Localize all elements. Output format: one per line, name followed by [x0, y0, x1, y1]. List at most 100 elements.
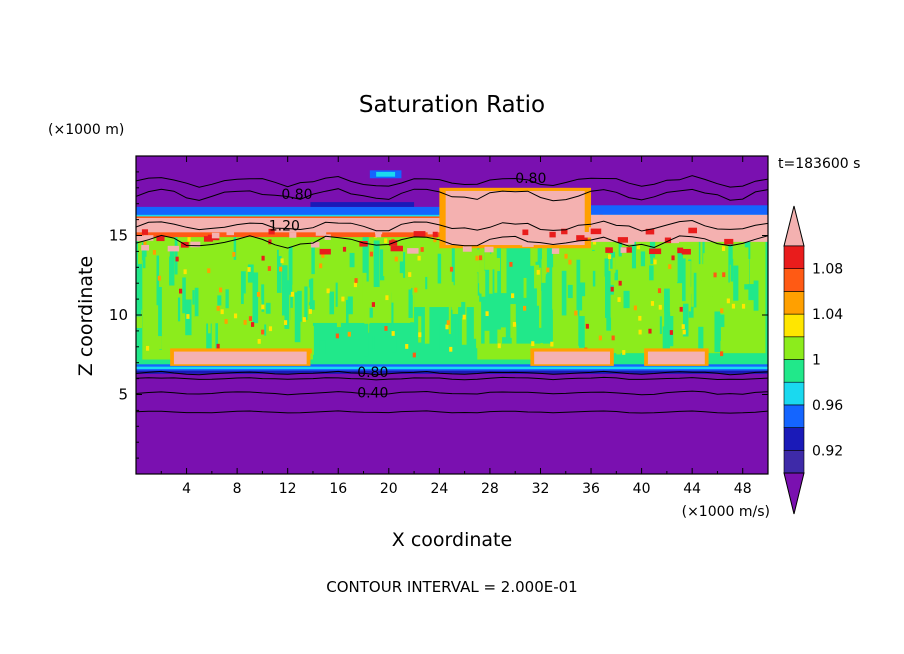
- speckle: [347, 331, 351, 337]
- speckle: [638, 329, 642, 335]
- speckle: [390, 245, 403, 252]
- streak: [138, 235, 142, 264]
- streak: [410, 322, 414, 337]
- y-axis-ticks: 5 10 15: [109, 171, 768, 459]
- speckle: [681, 248, 691, 255]
- speckle: [509, 261, 513, 267]
- streak: [136, 309, 143, 329]
- streak: [649, 265, 654, 281]
- streak: [614, 312, 620, 351]
- speckle: [341, 296, 345, 302]
- streak: [674, 251, 678, 282]
- streak: [288, 250, 293, 295]
- streak: [142, 340, 146, 351]
- streak: [497, 329, 503, 344]
- speckle: [391, 331, 395, 336]
- streak: [557, 312, 560, 345]
- streak: [408, 287, 413, 318]
- speckle: [405, 344, 409, 349]
- y-tick-label: 10: [109, 306, 128, 324]
- streak: [451, 243, 455, 286]
- streak: [143, 256, 150, 289]
- speckle: [375, 228, 383, 235]
- upper-blue-band: [591, 205, 768, 211]
- streak: [243, 293, 247, 330]
- colorbar-extend-top: [783, 205, 805, 247]
- speckle: [216, 343, 220, 349]
- streak: [484, 243, 490, 270]
- streak: [730, 258, 734, 282]
- speckle: [308, 309, 312, 314]
- streak: [265, 302, 271, 314]
- x-tick-label: 4: [182, 481, 191, 497]
- speckle: [657, 288, 662, 294]
- colorbar-label: 0.96: [812, 398, 843, 414]
- streak: [662, 326, 666, 353]
- speckle: [546, 267, 550, 273]
- streak: [253, 337, 258, 348]
- speckle: [156, 235, 165, 242]
- streak: [579, 282, 586, 297]
- streak: [294, 292, 301, 343]
- speckle: [141, 229, 149, 235]
- streak: [640, 251, 646, 267]
- streak: [610, 251, 616, 269]
- streak: [162, 222, 168, 258]
- contour-label: 0.40: [357, 386, 388, 402]
- streak: [308, 257, 311, 280]
- x-tick-label: 32: [532, 481, 550, 497]
- streak: [693, 272, 697, 320]
- speckle: [141, 244, 150, 251]
- x-tick-label: 24: [430, 481, 448, 497]
- streak: [455, 318, 459, 346]
- speckle: [220, 309, 224, 315]
- streak: [362, 272, 367, 304]
- speckle: [617, 297, 621, 302]
- colorbar-extend-bottom: [783, 472, 805, 515]
- streak: [720, 327, 726, 346]
- speckle: [592, 239, 597, 245]
- streak: [319, 340, 326, 355]
- streak: [682, 258, 686, 302]
- streak: [305, 287, 310, 303]
- streak: [461, 297, 467, 345]
- chart-title: Saturation Ratio: [359, 92, 545, 118]
- streak: [199, 300, 206, 319]
- streak: [623, 290, 630, 309]
- speckle: [412, 352, 416, 358]
- streak: [347, 296, 353, 315]
- speckle: [681, 324, 685, 329]
- streak: [501, 248, 507, 294]
- speckle: [243, 320, 247, 325]
- speckle: [650, 301, 655, 306]
- streak: [448, 303, 451, 335]
- time-label: t=183600 s: [778, 156, 860, 172]
- speckle: [617, 237, 628, 243]
- streak: [224, 310, 231, 336]
- streak: [136, 299, 142, 317]
- streak: [602, 258, 609, 277]
- streak: [304, 286, 308, 320]
- streak: [605, 270, 611, 318]
- speckle: [677, 247, 684, 254]
- speckle: [315, 230, 327, 236]
- low-pool: [647, 351, 705, 365]
- streak: [733, 222, 738, 272]
- streak: [383, 237, 389, 277]
- streak: [439, 323, 447, 351]
- speckle: [475, 255, 479, 261]
- streak: [369, 307, 373, 318]
- speckle: [598, 335, 602, 341]
- speckle: [449, 346, 453, 352]
- streak: [329, 291, 335, 315]
- speckle: [310, 241, 320, 248]
- speckle: [324, 234, 331, 240]
- speckle: [427, 228, 438, 235]
- streak: [567, 244, 574, 285]
- speckle: [611, 335, 615, 341]
- contour-label: 1.20: [269, 219, 300, 235]
- streak: [391, 292, 394, 330]
- streak: [733, 265, 739, 301]
- speckle: [369, 251, 374, 257]
- streak: [710, 296, 713, 321]
